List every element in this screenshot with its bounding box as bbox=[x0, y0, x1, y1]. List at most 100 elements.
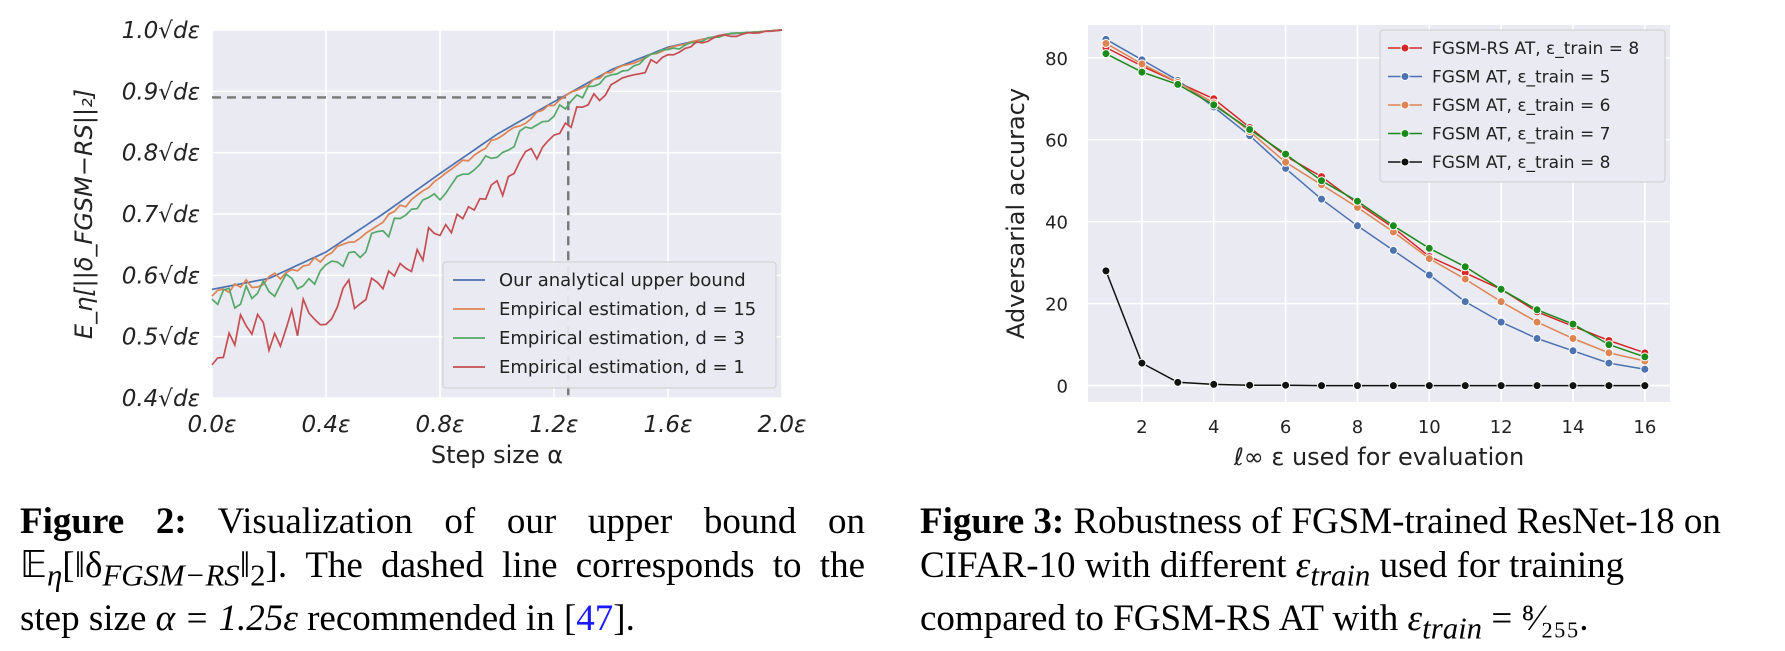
y-axis-label: Adversarial accuracy bbox=[1002, 88, 1030, 339]
x-tick-label: 0.0ε bbox=[187, 412, 236, 438]
legend-entry-5: FGSM AT, ε_train = 8 bbox=[1432, 153, 1610, 173]
data-point bbox=[1209, 100, 1219, 110]
series-line-4 bbox=[211, 29, 783, 366]
data-point bbox=[1640, 352, 1650, 362]
x-tick-label: 12 bbox=[1490, 417, 1513, 438]
legend-marker-2 bbox=[1400, 72, 1410, 81]
data-point bbox=[1317, 194, 1327, 204]
data-point bbox=[1460, 274, 1470, 284]
y-tick-label: 60 bbox=[1045, 131, 1068, 152]
data-point bbox=[1281, 380, 1291, 390]
legend-marker-3 bbox=[1400, 100, 1410, 110]
x-tick-label: 4 bbox=[1208, 417, 1219, 438]
data-point bbox=[1424, 254, 1434, 264]
data-point bbox=[1640, 381, 1650, 391]
figure-3-chart: 2 4 6 8 10 12 14 16 0 20 40 60 80 FGSM-RS AT, ε_train… bbox=[1002, 25, 1670, 471]
figure-2-caption: Figure 2: Visualization of our upper bou… bbox=[20, 500, 865, 641]
legend-entry-2: FGSM AT, ε_train = 5 bbox=[1432, 68, 1610, 88]
x-tick-label: 0.8ε bbox=[415, 412, 464, 438]
figure-2-caption-text-3: recommended in [ bbox=[297, 598, 577, 640]
data-point bbox=[1388, 245, 1398, 255]
figure-2-caption-text-4: ]. bbox=[613, 598, 635, 640]
data-point bbox=[1388, 381, 1398, 391]
figure-2-chart: 0.0ε 0.4ε 0.8ε 1.2ε 1.6ε 2.0ε 0.4√dε 0.5√dε 0.6√… bbox=[70, 18, 807, 469]
legend-marker-1 bbox=[1400, 43, 1410, 53]
y-tick-label: 0.6√dε bbox=[122, 263, 200, 289]
data-point bbox=[1460, 297, 1470, 307]
figure-2-caption-math-1: 𝔼η[‖δFGSM−RS‖2]. bbox=[20, 545, 288, 593]
series-line-3 bbox=[211, 29, 783, 310]
y-tick-label: 0.8√dε bbox=[122, 141, 200, 167]
data-point bbox=[1568, 346, 1578, 356]
series-line-5 bbox=[1105, 270, 1645, 387]
legend-entry-2: Empirical estimation, d = 15 bbox=[499, 299, 756, 320]
figure-3-caption-text-1: Robustness of FGSM-trained ResNet-18 on … bbox=[920, 501, 1721, 586]
legend-entry-1: Our analytical upper bound bbox=[499, 270, 746, 291]
legend-box bbox=[442, 261, 777, 389]
data-point bbox=[1317, 176, 1327, 186]
y-tick-label: 0.5√dε bbox=[122, 325, 200, 351]
figure-2-caption-text-2: The dashed line corresponds to the step … bbox=[20, 545, 865, 640]
legend-box bbox=[1379, 29, 1666, 183]
y-tick-label: 20 bbox=[1045, 295, 1068, 316]
series-line-2 bbox=[1105, 38, 1646, 370]
data-point bbox=[1460, 262, 1470, 272]
data-point bbox=[1496, 284, 1506, 294]
data-point bbox=[1424, 243, 1434, 253]
x-tick-label: 14 bbox=[1562, 417, 1585, 438]
y-tick-label: 1.0√dε bbox=[122, 18, 200, 44]
legend-entry-1: FGSM-RS AT, ε_train = 8 bbox=[1432, 39, 1639, 59]
data-point bbox=[1424, 270, 1434, 280]
figure-2-caption-math-2: α = 1.25ε bbox=[155, 598, 298, 640]
series-line-3 bbox=[1105, 42, 1646, 362]
data-point bbox=[1101, 266, 1111, 276]
data-point bbox=[1281, 149, 1291, 159]
y-tick-label: 40 bbox=[1045, 213, 1068, 234]
data-point bbox=[1604, 348, 1614, 358]
data-point bbox=[1532, 305, 1542, 315]
data-point bbox=[1388, 221, 1398, 231]
data-point bbox=[1137, 59, 1147, 69]
x-tick-label: 1.6ε bbox=[643, 412, 692, 438]
legend-entry-3: Empirical estimation, d = 3 bbox=[499, 328, 745, 349]
figure-3: 2 4 6 8 10 12 14 16 0 20 40 60 80 FGSM-RS AT, ε_train… bbox=[900, 0, 1785, 480]
data-point bbox=[1101, 38, 1111, 48]
legend-marker-4 bbox=[1400, 129, 1410, 138]
figure-2: 0.0ε 0.4ε 0.8ε 1.2ε 1.6ε 2.0ε 0.4√dε 0.5√dε 0.6√… bbox=[0, 0, 880, 480]
x-tick-label: 1.2ε bbox=[529, 412, 578, 438]
x-axis-label: Step size α bbox=[431, 441, 563, 469]
x-tick-label: 8 bbox=[1352, 417, 1363, 438]
data-point bbox=[1496, 317, 1506, 327]
data-point bbox=[1245, 380, 1255, 390]
data-point bbox=[1460, 381, 1470, 391]
figure-3-caption-math-2: εtrain = ⁸⁄₂₅₅. bbox=[1407, 598, 1589, 646]
legend-entry-4: FGSM AT, ε_train = 7 bbox=[1432, 125, 1610, 145]
legend-entry-4: Empirical estimation, d = 1 bbox=[499, 357, 745, 378]
x-tick-label: 2 bbox=[1136, 417, 1147, 438]
data-point bbox=[1604, 381, 1614, 391]
data-point bbox=[1568, 333, 1578, 343]
data-point bbox=[1352, 196, 1362, 206]
data-point bbox=[1173, 377, 1183, 387]
data-point bbox=[1568, 381, 1578, 391]
series-line-4 bbox=[1105, 53, 1646, 358]
data-point bbox=[1352, 221, 1362, 231]
x-tick-label: 10 bbox=[1418, 417, 1441, 438]
figure-3-caption: Figure 3: Robustness of FGSM-trained Res… bbox=[920, 500, 1770, 651]
data-point bbox=[1101, 49, 1111, 59]
figure-3-caption-label: Figure 3: bbox=[920, 501, 1065, 542]
data-point bbox=[1209, 379, 1219, 389]
x-axis-label: ℓ∞ ε used for evaluation bbox=[1233, 443, 1524, 471]
citation-link-47[interactable]: 47 bbox=[576, 598, 614, 640]
figure-2-caption-label: Figure 2: bbox=[20, 501, 187, 542]
x-tick-label: 0.4ε bbox=[301, 412, 350, 438]
series-line-1 bbox=[1105, 46, 1646, 354]
data-point bbox=[1604, 358, 1614, 368]
figure-2-caption-text-1: Visualization of our upper bound on bbox=[186, 501, 865, 542]
data-point bbox=[1245, 124, 1255, 134]
data-point bbox=[1532, 317, 1542, 327]
figure-3-caption-text-2: used for training compared to FGSM-RS AT… bbox=[920, 545, 1625, 640]
data-point bbox=[1424, 381, 1434, 391]
data-point bbox=[1137, 358, 1147, 368]
x-tick-label: 2.0ε bbox=[757, 412, 806, 438]
